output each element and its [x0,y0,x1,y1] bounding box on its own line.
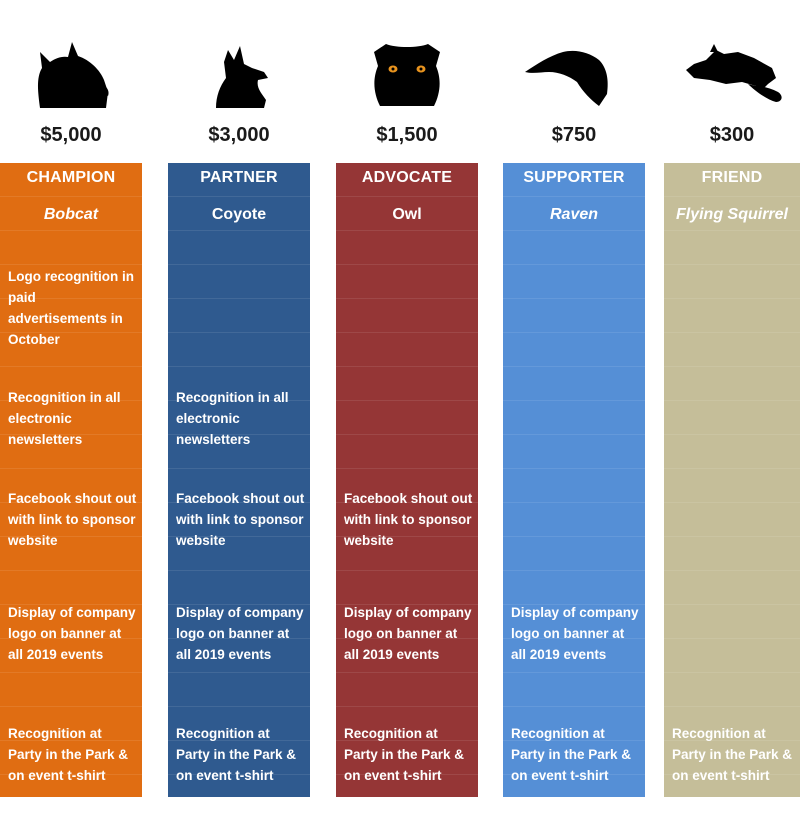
benefit-banner-logo: Display of company logo on banner at all… [344,605,472,662]
tier-column-friend: $300 FRIEND Flying Squirrel Recognition … [664,0,800,820]
tier-price: $3,000 [208,124,270,146]
tier-name: ADVOCATE [361,169,453,186]
tier-name: CHAMPION [26,169,116,186]
benefit-party-tshirt: Recognition at Party in the Park & on ev… [8,726,129,783]
tier-name: SUPPORTER [523,169,625,186]
tier-animal: Bobcat [43,206,99,223]
benefit-party-tshirt: Recognition at Party in the Park & on ev… [511,726,632,783]
tier-panel: PARTNER Coyote Recognition in all electr… [168,163,310,797]
benefit-party-tshirt: Recognition at Party in the Park & on ev… [672,726,793,783]
benefit-party-tshirt: Recognition at Party in the Park & on ev… [344,726,465,783]
benefit-party-tshirt: Recognition at Party in the Park & on ev… [176,726,297,783]
benefit-banner-logo: Display of company logo on banner at all… [176,605,304,662]
tier-price: $750 [551,124,597,146]
tier-panel: FRIEND Flying Squirrel Recognition at Pa… [664,163,800,797]
tier-animal: Raven [549,206,599,223]
flying-squirrel-silhouette-icon [664,22,800,110]
benefit-paid-ads: Logo recognition in paid advertisements … [8,269,134,347]
tier-name: FRIEND [701,169,763,186]
tier-price: $5,000 [40,124,102,146]
tier-panel: ADVOCATE Owl Facebook shout out with lin… [336,163,478,797]
raven-silhouette-icon [503,22,645,110]
benefit-facebook: Facebook shout out with link to sponsor … [8,491,137,548]
tier-animal: Coyote [211,206,267,223]
bobcat-silhouette-icon [0,22,142,110]
tier-column-supporter: $750 SUPPORTER Raven Display of company … [503,0,645,820]
tier-column-partner: $3,000 PARTNER Coyote Recognition in all… [168,0,310,820]
tier-price: $1,500 [376,124,438,146]
tier-column-advocate: $1,500 ADVOCATE Owl Facebook shout out w… [336,0,478,820]
benefit-banner-logo: Display of company logo on banner at all… [8,605,136,662]
tier-panel: SUPPORTER Raven Display of company logo … [503,163,645,797]
owl-silhouette-icon [336,22,478,110]
tier-animal: Flying Squirrel [675,206,788,223]
tier-animal: Owl [392,206,422,223]
benefit-newsletters: Recognition in all electronic newsletter… [8,390,121,447]
tier-price: $300 [709,124,755,146]
tier-name: PARTNER [200,169,278,186]
tier-panel: CHAMPION Bobcat Logo recognition in paid… [0,163,142,797]
benefit-newsletters: Recognition in all electronic newsletter… [176,390,289,447]
benefit-facebook: Facebook shout out with link to sponsor … [344,491,473,548]
benefit-banner-logo: Display of company logo on banner at all… [511,605,639,662]
coyote-silhouette-icon [168,22,310,110]
benefit-facebook: Facebook shout out with link to sponsor … [176,491,305,548]
tier-column-champion: $5,000 CHAMPION Bobcat Logo recognition … [0,0,142,820]
